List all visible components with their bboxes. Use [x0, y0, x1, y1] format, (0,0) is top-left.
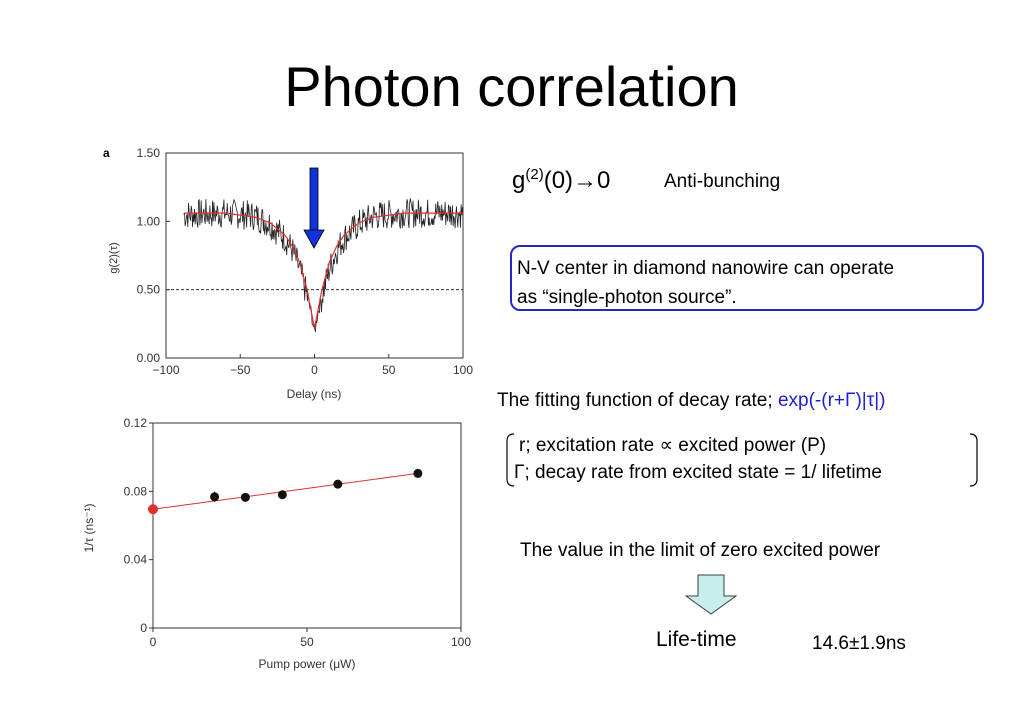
y-axis-label: 1/τ (ns⁻¹) [82, 503, 96, 552]
x-tick-label: −50 [230, 363, 251, 377]
single-photon-box: N-V center in diamond nanowire can opera… [510, 245, 984, 311]
g2-formula: g(2)(0)→0 [512, 166, 610, 195]
chart-rate-power: 0 0.04 0.08 0.12 0 50 100 Pump power (μW) 1/τ… [82, 416, 471, 671]
right-bracket [969, 433, 978, 487]
formula-arg: (0)→0 [543, 167, 611, 194]
plot-frame [152, 422, 462, 629]
data-point [333, 479, 343, 489]
box-line-2: as “single-photon source”. [517, 287, 737, 308]
y-tick-label: 1.50 [137, 146, 161, 160]
y-tick-label: 0 [140, 621, 147, 635]
chart-g2-delay: a 0.00 0.50 1.00 1.50 −100 −50 0 50 100 Delay (… [103, 146, 473, 401]
fitting-function-text: The fitting function of decay rate; exp(… [497, 390, 886, 412]
panel-label-a: a [103, 146, 110, 160]
y-tick-label: 1.00 [137, 214, 161, 228]
x-tick-label: 50 [300, 635, 314, 649]
lifetime-value: 14.6±1.9ns [812, 633, 906, 654]
limit-text: The value in the limit of zero excited p… [520, 540, 881, 561]
box-line-1: N-V center in diamond nanowire can opera… [517, 258, 895, 279]
x-tick-label: 100 [451, 635, 471, 649]
x-tick-label: 0 [150, 635, 157, 649]
data-point [277, 490, 287, 500]
fitting-expression: exp(-(r+Γ)|τ|) [777, 390, 886, 411]
data-trace [183, 198, 463, 333]
lifetime-label: Life-time [656, 628, 737, 651]
x-axis-label: Pump power (μW) [259, 657, 356, 671]
x-tick-label: 0 [311, 363, 318, 377]
formula-base: g [512, 167, 526, 194]
y-tick-label: 0.08 [124, 484, 148, 498]
data-point [210, 492, 220, 502]
brace-group [506, 433, 978, 487]
excitation-rate-line: r; excitation rate ∝ excited power (P) [519, 435, 827, 456]
x-tick-label: −100 [152, 363, 179, 377]
left-bracket [506, 433, 515, 487]
x-tick-label: 100 [453, 363, 473, 377]
x-tick-label: 50 [382, 363, 396, 377]
formula-sup: (2) [525, 166, 544, 183]
y-tick-label: 0.12 [124, 416, 148, 430]
antibunching-label: Anti-bunching [664, 171, 781, 192]
y-tick-label: 0.04 [124, 553, 148, 567]
x-axis-label: Delay (ns) [287, 387, 342, 401]
y-axis-label: g(2)(τ) [108, 242, 120, 273]
fit-curve [183, 212, 463, 329]
decay-rate-line: Γ; decay rate from excited state = 1/ li… [514, 462, 882, 483]
data-point [413, 468, 423, 478]
down-arrow-icon [684, 574, 738, 615]
data-point [240, 492, 250, 502]
fitting-prefix: The fitting function of decay rate; [497, 390, 773, 411]
fit-line [152, 472, 418, 510]
y-tick-label: 0.50 [137, 283, 161, 297]
y-tick-label: 0.00 [137, 351, 161, 365]
slide-title: Photon correlation [284, 55, 739, 118]
blue-arrow [303, 167, 325, 249]
extrapolated-point [148, 504, 158, 515]
